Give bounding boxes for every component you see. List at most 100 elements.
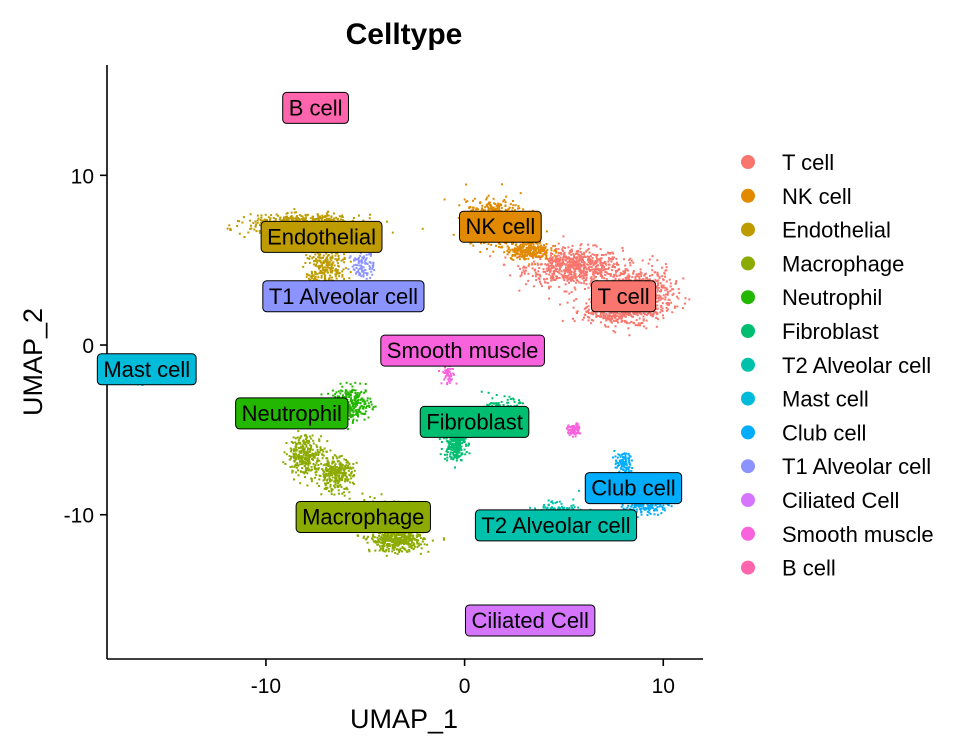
data-point <box>406 550 409 553</box>
data-point <box>667 291 670 293</box>
data-point <box>358 214 360 217</box>
data-point <box>544 263 547 266</box>
data-point <box>622 270 625 273</box>
data-point <box>611 258 614 260</box>
data-point <box>383 550 386 553</box>
data-point <box>564 270 567 272</box>
data-point <box>511 206 514 209</box>
data-point <box>400 536 403 539</box>
data-point <box>403 539 406 542</box>
data-point <box>319 270 322 273</box>
data-point <box>350 472 353 475</box>
data-point <box>550 277 553 280</box>
data-point <box>328 277 331 279</box>
data-point <box>339 461 342 464</box>
data-point <box>317 216 320 219</box>
data-point <box>275 213 278 216</box>
data-point <box>311 454 314 457</box>
data-point <box>593 254 596 256</box>
data-point <box>660 290 662 293</box>
data-point <box>314 218 316 221</box>
data-point <box>350 477 353 480</box>
data-point <box>472 206 475 209</box>
data-point <box>391 541 394 543</box>
data-point <box>319 448 322 450</box>
data-point <box>601 264 604 267</box>
data-point <box>520 253 523 256</box>
data-point <box>546 281 549 284</box>
data-point <box>640 278 643 281</box>
data-point <box>249 224 252 227</box>
data-point <box>601 262 604 265</box>
data-point <box>529 242 532 245</box>
data-point <box>560 253 563 256</box>
data-point <box>324 270 327 273</box>
data-point <box>387 547 390 550</box>
data-point <box>661 302 664 305</box>
data-point <box>300 445 303 448</box>
data-point <box>249 213 252 216</box>
data-point <box>307 462 310 465</box>
data-point <box>540 246 543 249</box>
data-point <box>341 273 344 276</box>
data-point <box>551 272 554 275</box>
data-point <box>353 469 356 472</box>
data-point <box>472 208 475 211</box>
data-point <box>309 449 312 452</box>
data-point <box>316 273 319 276</box>
data-point <box>300 435 303 438</box>
data-point <box>657 299 660 302</box>
data-point <box>570 270 573 273</box>
data-point <box>623 319 626 322</box>
data-point <box>289 466 292 468</box>
data-point <box>416 535 419 538</box>
data-point <box>337 255 340 257</box>
data-point <box>326 463 329 465</box>
data-point <box>578 281 581 284</box>
data-point <box>617 263 620 266</box>
data-point <box>300 470 302 473</box>
data-point <box>563 274 565 277</box>
data-point <box>539 275 542 278</box>
data-point <box>386 544 389 547</box>
data-point <box>642 278 645 280</box>
data-point <box>486 247 488 250</box>
data-point <box>504 201 507 204</box>
data-point <box>630 314 633 317</box>
data-point <box>539 282 542 285</box>
data-point <box>614 269 617 272</box>
data-point <box>545 267 548 270</box>
data-point <box>254 224 257 227</box>
data-point <box>302 445 305 448</box>
data-point <box>665 302 668 305</box>
data-point <box>349 466 352 469</box>
data-point <box>543 278 545 281</box>
data-point <box>470 209 473 212</box>
data-point <box>535 279 538 281</box>
data-point <box>671 311 674 314</box>
data-point <box>538 273 541 276</box>
data-point <box>594 244 597 247</box>
data-point <box>378 540 381 543</box>
data-point <box>553 270 556 273</box>
data-point <box>666 308 669 311</box>
data-point <box>411 544 414 547</box>
data-point <box>421 540 424 543</box>
data-point <box>489 205 492 208</box>
data-point <box>326 266 329 269</box>
data-point <box>553 266 556 269</box>
data-point <box>386 532 389 535</box>
data-point <box>328 475 331 478</box>
data-point <box>595 254 598 257</box>
data-point <box>665 287 668 290</box>
data-point <box>340 454 343 457</box>
data-point <box>648 278 651 281</box>
data-point <box>677 297 680 300</box>
data-point <box>573 267 576 270</box>
data-point <box>391 231 394 234</box>
data-point <box>504 204 507 207</box>
data-point <box>546 248 549 251</box>
data-point <box>543 281 546 284</box>
data-point <box>383 537 386 540</box>
data-point <box>343 253 345 256</box>
